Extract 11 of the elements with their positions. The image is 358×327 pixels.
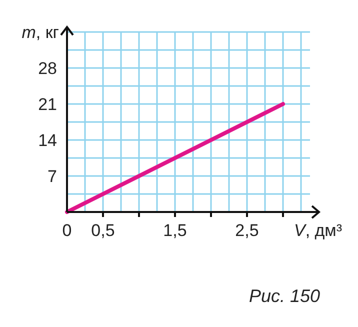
x-axis-title: V, дм³ — [294, 221, 342, 240]
x-tick-label: 0,5 — [91, 221, 115, 240]
y-tick-label: 28 — [38, 59, 57, 78]
x-tick-label: 0 — [62, 221, 72, 240]
y-axis-title: m, кг — [22, 23, 59, 42]
y-tick-label: 7 — [48, 167, 57, 186]
y-tick-label: 21 — [38, 95, 57, 114]
x-tick-label: 1,5 — [163, 221, 187, 240]
y-tick-label: 14 — [38, 131, 57, 150]
text: Рис. 150 — [248, 286, 320, 306]
x-tick-label: 2,5 — [235, 221, 259, 240]
